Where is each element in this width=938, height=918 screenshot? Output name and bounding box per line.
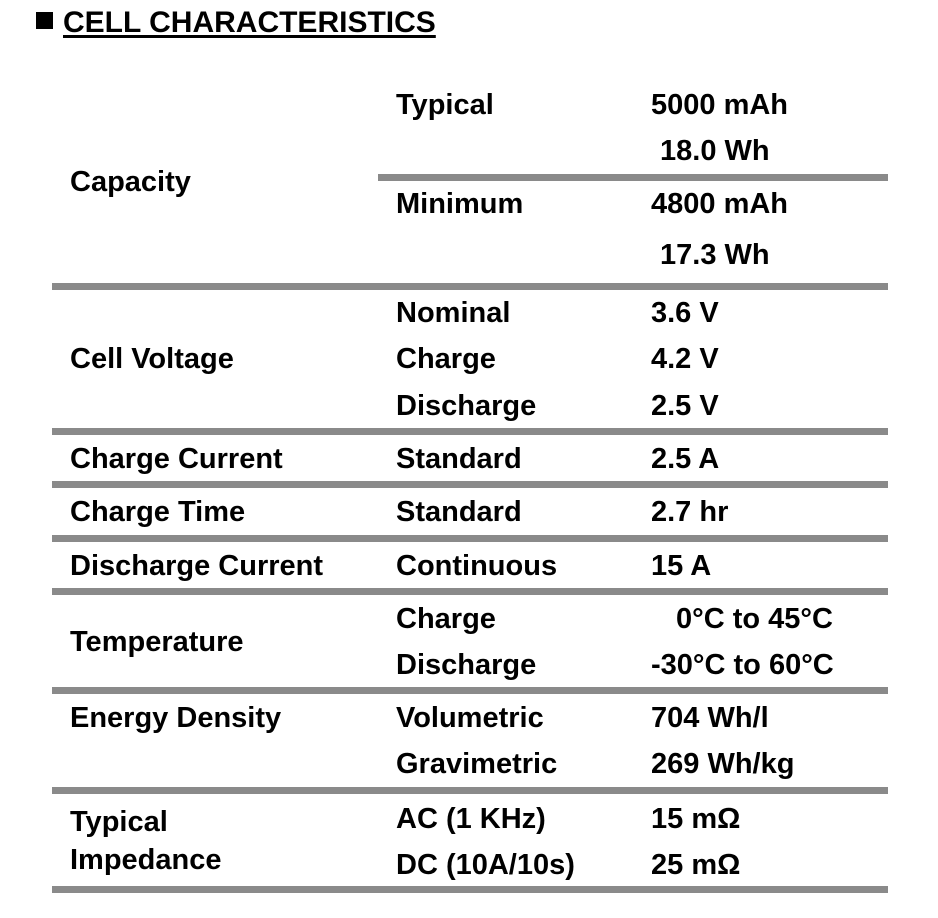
row-divider bbox=[378, 174, 888, 181]
param-cell-voltage: Cell Voltage bbox=[70, 343, 234, 375]
condition-ac: AC (1 KHz) bbox=[396, 803, 546, 835]
condition-charge: Charge bbox=[396, 343, 496, 375]
row-divider bbox=[52, 481, 888, 488]
row-divider bbox=[52, 588, 888, 595]
param-charge-time: Charge Time bbox=[70, 496, 246, 528]
section-title-text: CELL CHARACTERISTICS bbox=[63, 6, 436, 39]
value-dc-impedance: 25 mΩ bbox=[651, 849, 741, 881]
param-impedance-line1: Typical bbox=[70, 806, 168, 838]
value-temp-discharge: -30°C to 60°C bbox=[651, 649, 834, 681]
condition-typical: Typical bbox=[396, 89, 494, 121]
param-capacity: Capacity bbox=[70, 166, 191, 198]
value-discharge: 2.5 V bbox=[651, 390, 719, 422]
condition-charge: Charge bbox=[396, 603, 496, 635]
value-ac-impedance: 15 mΩ bbox=[651, 803, 741, 835]
value-discharge-current: 15 A bbox=[651, 550, 712, 582]
condition-standard: Standard bbox=[396, 443, 522, 475]
param-energy-density: Energy Density bbox=[70, 702, 282, 734]
value-typical-mah: 5000 mAh bbox=[651, 89, 789, 121]
value-typical-wh: 18.0 Wh bbox=[660, 135, 770, 167]
row-divider bbox=[52, 283, 888, 290]
value-minimum-mah: 4800 mAh bbox=[651, 188, 789, 220]
condition-volumetric: Volumetric bbox=[396, 702, 544, 734]
row-divider bbox=[52, 787, 888, 794]
condition-gravimetric: Gravimetric bbox=[396, 748, 558, 780]
value-charge-time: 2.7 hr bbox=[651, 496, 729, 528]
condition-standard: Standard bbox=[396, 496, 522, 528]
row-divider bbox=[52, 428, 888, 435]
value-nominal: 3.6 V bbox=[651, 297, 719, 329]
condition-nominal: Nominal bbox=[396, 297, 511, 329]
param-temperature: Temperature bbox=[70, 626, 244, 658]
condition-dc: DC (10A/10s) bbox=[396, 849, 575, 881]
value-minimum-wh: 17.3 Wh bbox=[660, 239, 770, 271]
value-volumetric: 704 Wh/l bbox=[651, 702, 769, 734]
condition-continuous: Continuous bbox=[396, 550, 558, 582]
section-title: CELL CHARACTERISTICS bbox=[36, 6, 436, 40]
param-discharge-current: Discharge Current bbox=[70, 550, 324, 582]
square-bullet-icon bbox=[36, 12, 53, 29]
condition-discharge: Discharge bbox=[396, 649, 537, 681]
value-charge: 4.2 V bbox=[651, 343, 719, 375]
param-charge-current: Charge Current bbox=[70, 443, 283, 475]
param-impedance-line2: Impedance bbox=[70, 844, 222, 876]
condition-minimum: Minimum bbox=[396, 188, 524, 220]
value-temp-charge: 0°C to 45°C bbox=[676, 603, 833, 635]
value-charge-current: 2.5 A bbox=[651, 443, 720, 475]
condition-discharge: Discharge bbox=[396, 390, 537, 422]
row-divider bbox=[52, 535, 888, 542]
row-divider bbox=[52, 687, 888, 694]
row-divider bbox=[52, 886, 888, 893]
value-gravimetric: 269 Wh/kg bbox=[651, 748, 795, 780]
